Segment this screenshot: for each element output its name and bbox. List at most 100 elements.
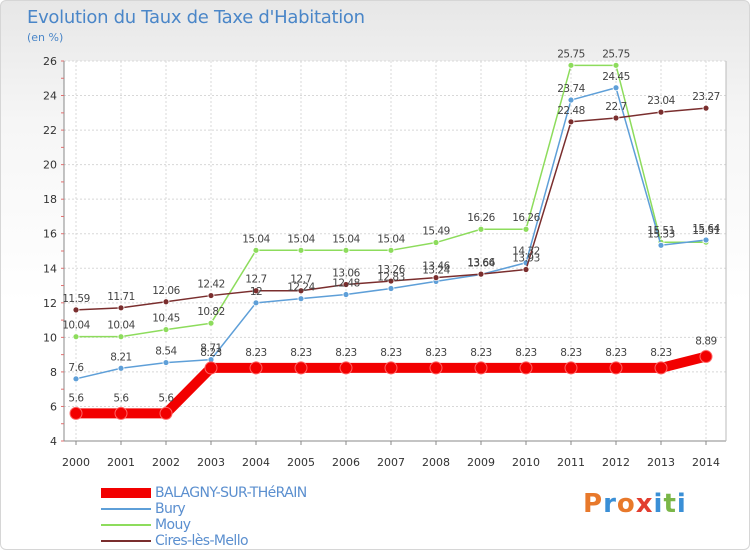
legend-label: Bury xyxy=(155,501,186,517)
x-tick-label: 2009 xyxy=(467,456,495,469)
x-tick-label: 2001 xyxy=(107,456,135,469)
y-tick-label: 24 xyxy=(43,90,57,103)
logo-letter: i xyxy=(653,489,664,519)
x-tick-label: 2014 xyxy=(692,456,720,469)
data-point xyxy=(207,319,215,327)
data-label: 10.82 xyxy=(197,306,225,318)
data-label: 16.26 xyxy=(512,212,540,224)
data-point xyxy=(342,281,350,288)
data-point xyxy=(477,225,485,233)
data-point xyxy=(342,246,350,254)
data-point xyxy=(477,270,485,278)
data-point xyxy=(249,361,263,375)
data-label: 15.04 xyxy=(242,233,270,245)
data-point xyxy=(342,291,350,298)
data-point xyxy=(387,285,395,292)
plot-area xyxy=(64,61,726,441)
data-point xyxy=(162,359,170,366)
legend-item: Bury xyxy=(101,501,307,517)
x-tick-label: 2012 xyxy=(602,456,630,469)
data-point xyxy=(567,118,575,126)
data-point xyxy=(519,361,533,375)
y-tick-label: 4 xyxy=(50,435,57,448)
data-point xyxy=(609,361,623,375)
data-point xyxy=(297,246,305,254)
data-label: 23.27 xyxy=(692,91,720,103)
logo-letter: P xyxy=(583,489,604,519)
data-label: 8.54 xyxy=(155,346,177,358)
data-label: 15.51 xyxy=(692,225,720,237)
data-label: 10.45 xyxy=(152,313,180,325)
legend-swatch xyxy=(101,488,151,498)
data-label: 25.75 xyxy=(557,48,585,60)
data-label: 22.7 xyxy=(605,101,626,113)
y-tick-label: 26 xyxy=(43,55,57,68)
chart-title: Evolution du Taux de Taxe d'Habitation xyxy=(27,7,365,28)
data-label: 8.23 xyxy=(200,347,221,359)
data-label: 8.23 xyxy=(605,347,626,359)
data-label: 13.66 xyxy=(467,257,495,269)
data-label: 22.48 xyxy=(557,105,585,117)
data-point xyxy=(654,361,668,375)
data-label: 15.51 xyxy=(647,225,675,237)
data-point xyxy=(702,104,710,112)
data-label: 12.42 xyxy=(197,279,225,291)
data-label: 7.6 xyxy=(68,362,84,374)
data-label: 13.46 xyxy=(422,261,450,273)
data-label: 12.48 xyxy=(332,278,360,290)
y-tick-label: 20 xyxy=(43,159,57,172)
data-label: 12.7 xyxy=(290,274,311,286)
data-point xyxy=(252,287,260,295)
x-tick-label: 2002 xyxy=(152,456,180,469)
data-point xyxy=(159,406,173,420)
y-tick-label: 14 xyxy=(43,262,57,275)
data-label: 24.45 xyxy=(602,71,630,83)
data-label: 15.04 xyxy=(332,233,360,245)
x-tick-label: 2013 xyxy=(647,456,675,469)
data-label: 8.23 xyxy=(470,347,491,359)
logo-letter: t xyxy=(663,489,677,519)
data-point xyxy=(252,246,260,254)
proxiti-logo: Proxiti xyxy=(583,489,687,519)
data-label: 12.06 xyxy=(152,285,180,297)
data-point xyxy=(384,361,398,375)
data-label: 15.04 xyxy=(287,233,315,245)
y-tick-label: 18 xyxy=(43,193,57,206)
legend-item: Mouy xyxy=(101,517,307,533)
y-tick-label: 22 xyxy=(43,124,57,137)
data-label: 12.7 xyxy=(245,274,266,286)
data-point xyxy=(702,236,710,244)
data-label: 8.23 xyxy=(650,347,671,359)
x-tick-label: 2003 xyxy=(197,456,225,469)
data-label: 16.26 xyxy=(467,212,495,224)
legend-label: Cires-lès-Mello xyxy=(155,533,249,549)
data-label: 13.26 xyxy=(377,264,405,276)
data-label: 23.04 xyxy=(647,95,675,107)
data-point xyxy=(117,364,125,372)
data-point xyxy=(699,350,713,364)
data-point xyxy=(162,326,170,333)
data-point xyxy=(387,246,395,254)
data-point xyxy=(117,304,125,312)
data-label: 15.04 xyxy=(377,233,405,245)
data-point xyxy=(522,225,530,233)
x-tick-label: 2000 xyxy=(62,456,90,469)
data-label: 8.23 xyxy=(245,347,266,359)
legend-swatch xyxy=(101,524,151,526)
data-label: 15.49 xyxy=(422,226,450,238)
data-point xyxy=(72,375,80,383)
x-tick-label: 2004 xyxy=(242,456,270,469)
data-label: 8.21 xyxy=(110,351,131,363)
data-label: 5.6 xyxy=(68,392,84,404)
data-label: 25.75 xyxy=(602,48,630,60)
data-label: 12.24 xyxy=(287,282,315,294)
y-tick-label: 8 xyxy=(50,366,57,379)
data-point xyxy=(657,108,665,116)
x-tick-label: 2006 xyxy=(332,456,360,469)
data-label: 11.71 xyxy=(107,291,135,303)
data-label: 8.23 xyxy=(515,347,536,359)
data-label: 5.6 xyxy=(113,392,129,404)
data-point xyxy=(114,406,128,420)
data-point xyxy=(339,361,353,375)
data-label: 14.32 xyxy=(512,246,540,258)
